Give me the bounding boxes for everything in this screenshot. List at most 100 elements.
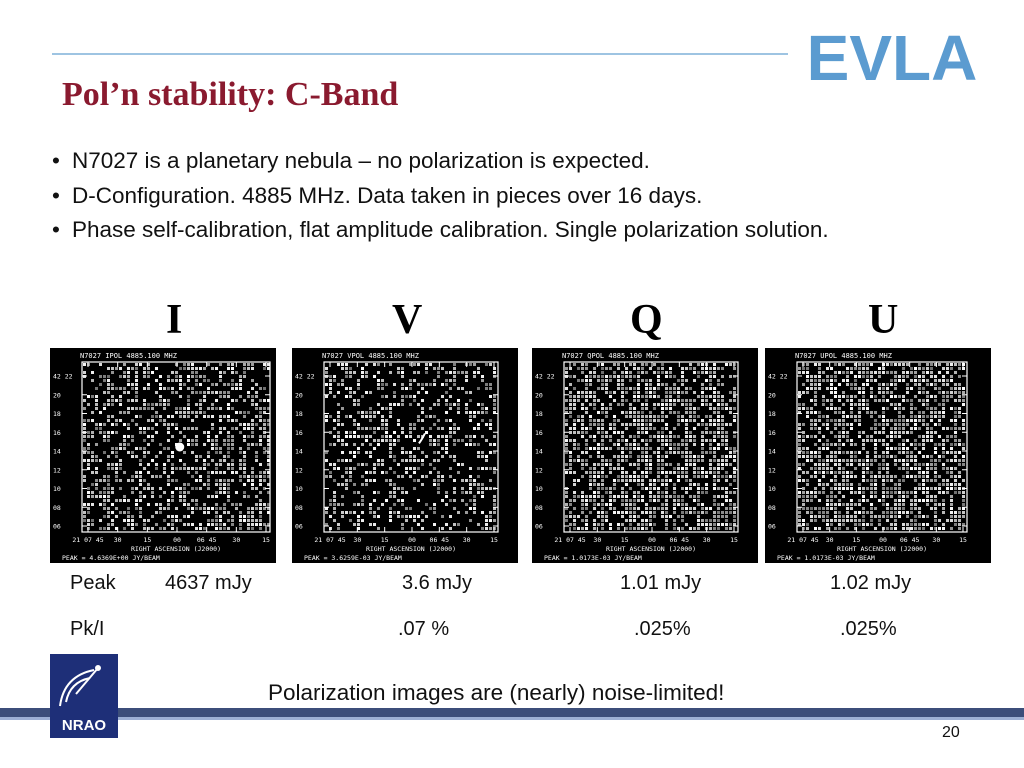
pki-value-v: .07 % (398, 618, 450, 640)
y-tick-label: 06 (768, 523, 776, 531)
image-panel-q: N7027 QPOL 4885.100 MHZ 42 22 20 18 16 14 12 10… (532, 348, 758, 563)
y-tick-label: 18 (53, 410, 61, 418)
noise-texture (83, 363, 270, 530)
peak-annotation: PEAK = 1.0173E-03 JY/BEAM (777, 554, 875, 562)
y-tick-label: 08 (295, 504, 303, 512)
panel-header: N7027 UPOL 4885.100 MHZ (795, 352, 892, 360)
x-tick-label: 21 07 45 (554, 536, 585, 544)
y-tick-label: 42 22 (53, 373, 73, 381)
peak-value-i: 4637 mJy (165, 572, 252, 594)
slide-number: 20 (942, 724, 960, 741)
bullet-list: N7027 is a planetary nebula – no polariz… (50, 143, 950, 247)
peak-annotation: PEAK = 3.6259E-03 JY/BEAM (304, 554, 402, 562)
peak-value-v: 3.6 mJy (402, 572, 473, 594)
y-tick-label: 16 (295, 429, 303, 437)
y-tick-label: 10 (535, 485, 543, 493)
evla-logo: EVLA (807, 22, 978, 90)
x-axis-label: RIGHT ASCENSION (J2000) (606, 545, 696, 553)
noise-texture (798, 363, 965, 530)
y-tick-label: 06 (295, 523, 303, 531)
bullet-item: Phase self-calibration, flat amplitude c… (50, 213, 950, 247)
y-tick-label: 18 (535, 410, 543, 418)
plot-frame (563, 361, 739, 533)
x-tick-label: 15 (262, 536, 270, 544)
y-tick-label: 42 22 (295, 373, 315, 381)
y-tick-label: 18 (768, 410, 776, 418)
peak-value-q: 1.01 mJy (620, 572, 702, 594)
image-panel-i: N7027 IPOL 4885.100 MHZ 42 22 20 18 16 14 12 10… (50, 348, 276, 563)
y-tick-label: 12 (53, 466, 61, 474)
y-tick-label: 10 (295, 485, 303, 493)
header-rule (52, 53, 788, 55)
x-tick-label: 15 (143, 536, 151, 544)
y-tick-label: 20 (53, 391, 61, 399)
nrao-logo-text: NRAO (62, 717, 106, 734)
map-plot-i: N7027 IPOL 4885.100 MHZ 42 22 20 18 16 14 12 10… (53, 352, 271, 562)
y-tick-label: 12 (768, 466, 776, 474)
y-tick-label: 14 (535, 448, 543, 456)
y-tick-label: 08 (768, 504, 776, 512)
x-tick-label: 15 (959, 536, 967, 544)
x-axis-label: RIGHT ASCENSION (J2000) (366, 545, 456, 553)
x-tick-label: 30 (353, 536, 361, 544)
stokes-label-i: I (166, 297, 183, 343)
x-tick-label: 00 (408, 536, 416, 544)
x-tick-label: 06 45 (197, 536, 217, 544)
x-tick-label: 30 (593, 536, 601, 544)
x-tick-label: 15 (852, 536, 860, 544)
noise-texture (565, 363, 736, 530)
x-tick-label: 21 07 45 (787, 536, 818, 544)
bullet-item: D-Configuration. 4885 MHz. Data taken in… (50, 178, 950, 213)
y-tick-label: 18 (295, 410, 303, 418)
stokes-label-v: V (392, 297, 423, 343)
y-tick-label: 20 (768, 391, 776, 399)
x-tick-label: 21 07 45 (72, 536, 103, 544)
x-tick-label: 15 (730, 536, 738, 544)
map-plot-v: N7027 VPOL 4885.100 MHZ 42 22 20 18 16 14 12 10… (295, 352, 499, 562)
radio-dish-icon (59, 665, 101, 707)
plot-frame (81, 361, 271, 533)
x-tick-label: 21 07 45 (314, 536, 345, 544)
source-blob (175, 442, 185, 452)
peak-annotation: PEAK = 1.0173E-03 JY/BEAM (544, 554, 642, 562)
stokes-label-q: Q (630, 297, 663, 343)
x-tick-label: 06 45 (430, 536, 450, 544)
y-tick-label: 10 (53, 485, 61, 493)
bullet-item: N7027 is a planetary nebula – no polariz… (50, 143, 950, 178)
y-tick-label: 16 (53, 429, 61, 437)
panel-header: N7027 QPOL 4885.100 MHZ (562, 352, 659, 360)
y-tick-label: 16 (535, 429, 543, 437)
x-tick-label: 00 (173, 536, 181, 544)
x-tick-label: 30 (232, 536, 240, 544)
y-tick-label: 08 (535, 504, 543, 512)
x-tick-label: 06 45 (670, 536, 690, 544)
y-tick-label: 08 (53, 504, 61, 512)
y-tick-label: 42 22 (768, 373, 788, 381)
x-tick-label: 15 (381, 536, 389, 544)
x-axis-label: RIGHT ASCENSION (J2000) (837, 545, 927, 553)
evla-logo-text: EVLA (807, 22, 978, 90)
x-tick-label: 06 45 (900, 536, 920, 544)
plot-frame (323, 361, 499, 533)
stokes-label-u: U (868, 297, 899, 343)
y-tick-label: 14 (768, 448, 776, 456)
x-tick-label: 30 (463, 536, 471, 544)
pki-row-label: Pk/I (70, 618, 105, 640)
map-plot-u: N7027 UPOL 4885.100 MHZ 42 22 20 18 16 14 12 10… (768, 352, 968, 562)
map-plot-q: N7027 QPOL 4885.100 MHZ 42 22 20 18 16 14 12 10… (535, 352, 739, 562)
noise-texture (325, 363, 496, 530)
x-tick-label: 30 (826, 536, 834, 544)
x-tick-label: 30 (703, 536, 711, 544)
peak-annotation: PEAK = 4.6369E+00 JY/BEAM (62, 554, 160, 562)
y-tick-label: 14 (295, 448, 303, 456)
panel-header: N7027 VPOL 4885.100 MHZ (322, 352, 419, 360)
y-tick-label: 06 (535, 523, 543, 531)
pki-value-q: .025% (634, 618, 691, 640)
x-tick-label: 00 (879, 536, 887, 544)
y-tick-label: 42 22 (535, 373, 555, 381)
y-tick-label: 16 (768, 429, 776, 437)
y-tick-label: 06 (53, 523, 61, 531)
y-tick-label: 12 (295, 466, 303, 474)
peak-row-label: Peak (70, 572, 116, 594)
y-tick-label: 14 (53, 448, 61, 456)
